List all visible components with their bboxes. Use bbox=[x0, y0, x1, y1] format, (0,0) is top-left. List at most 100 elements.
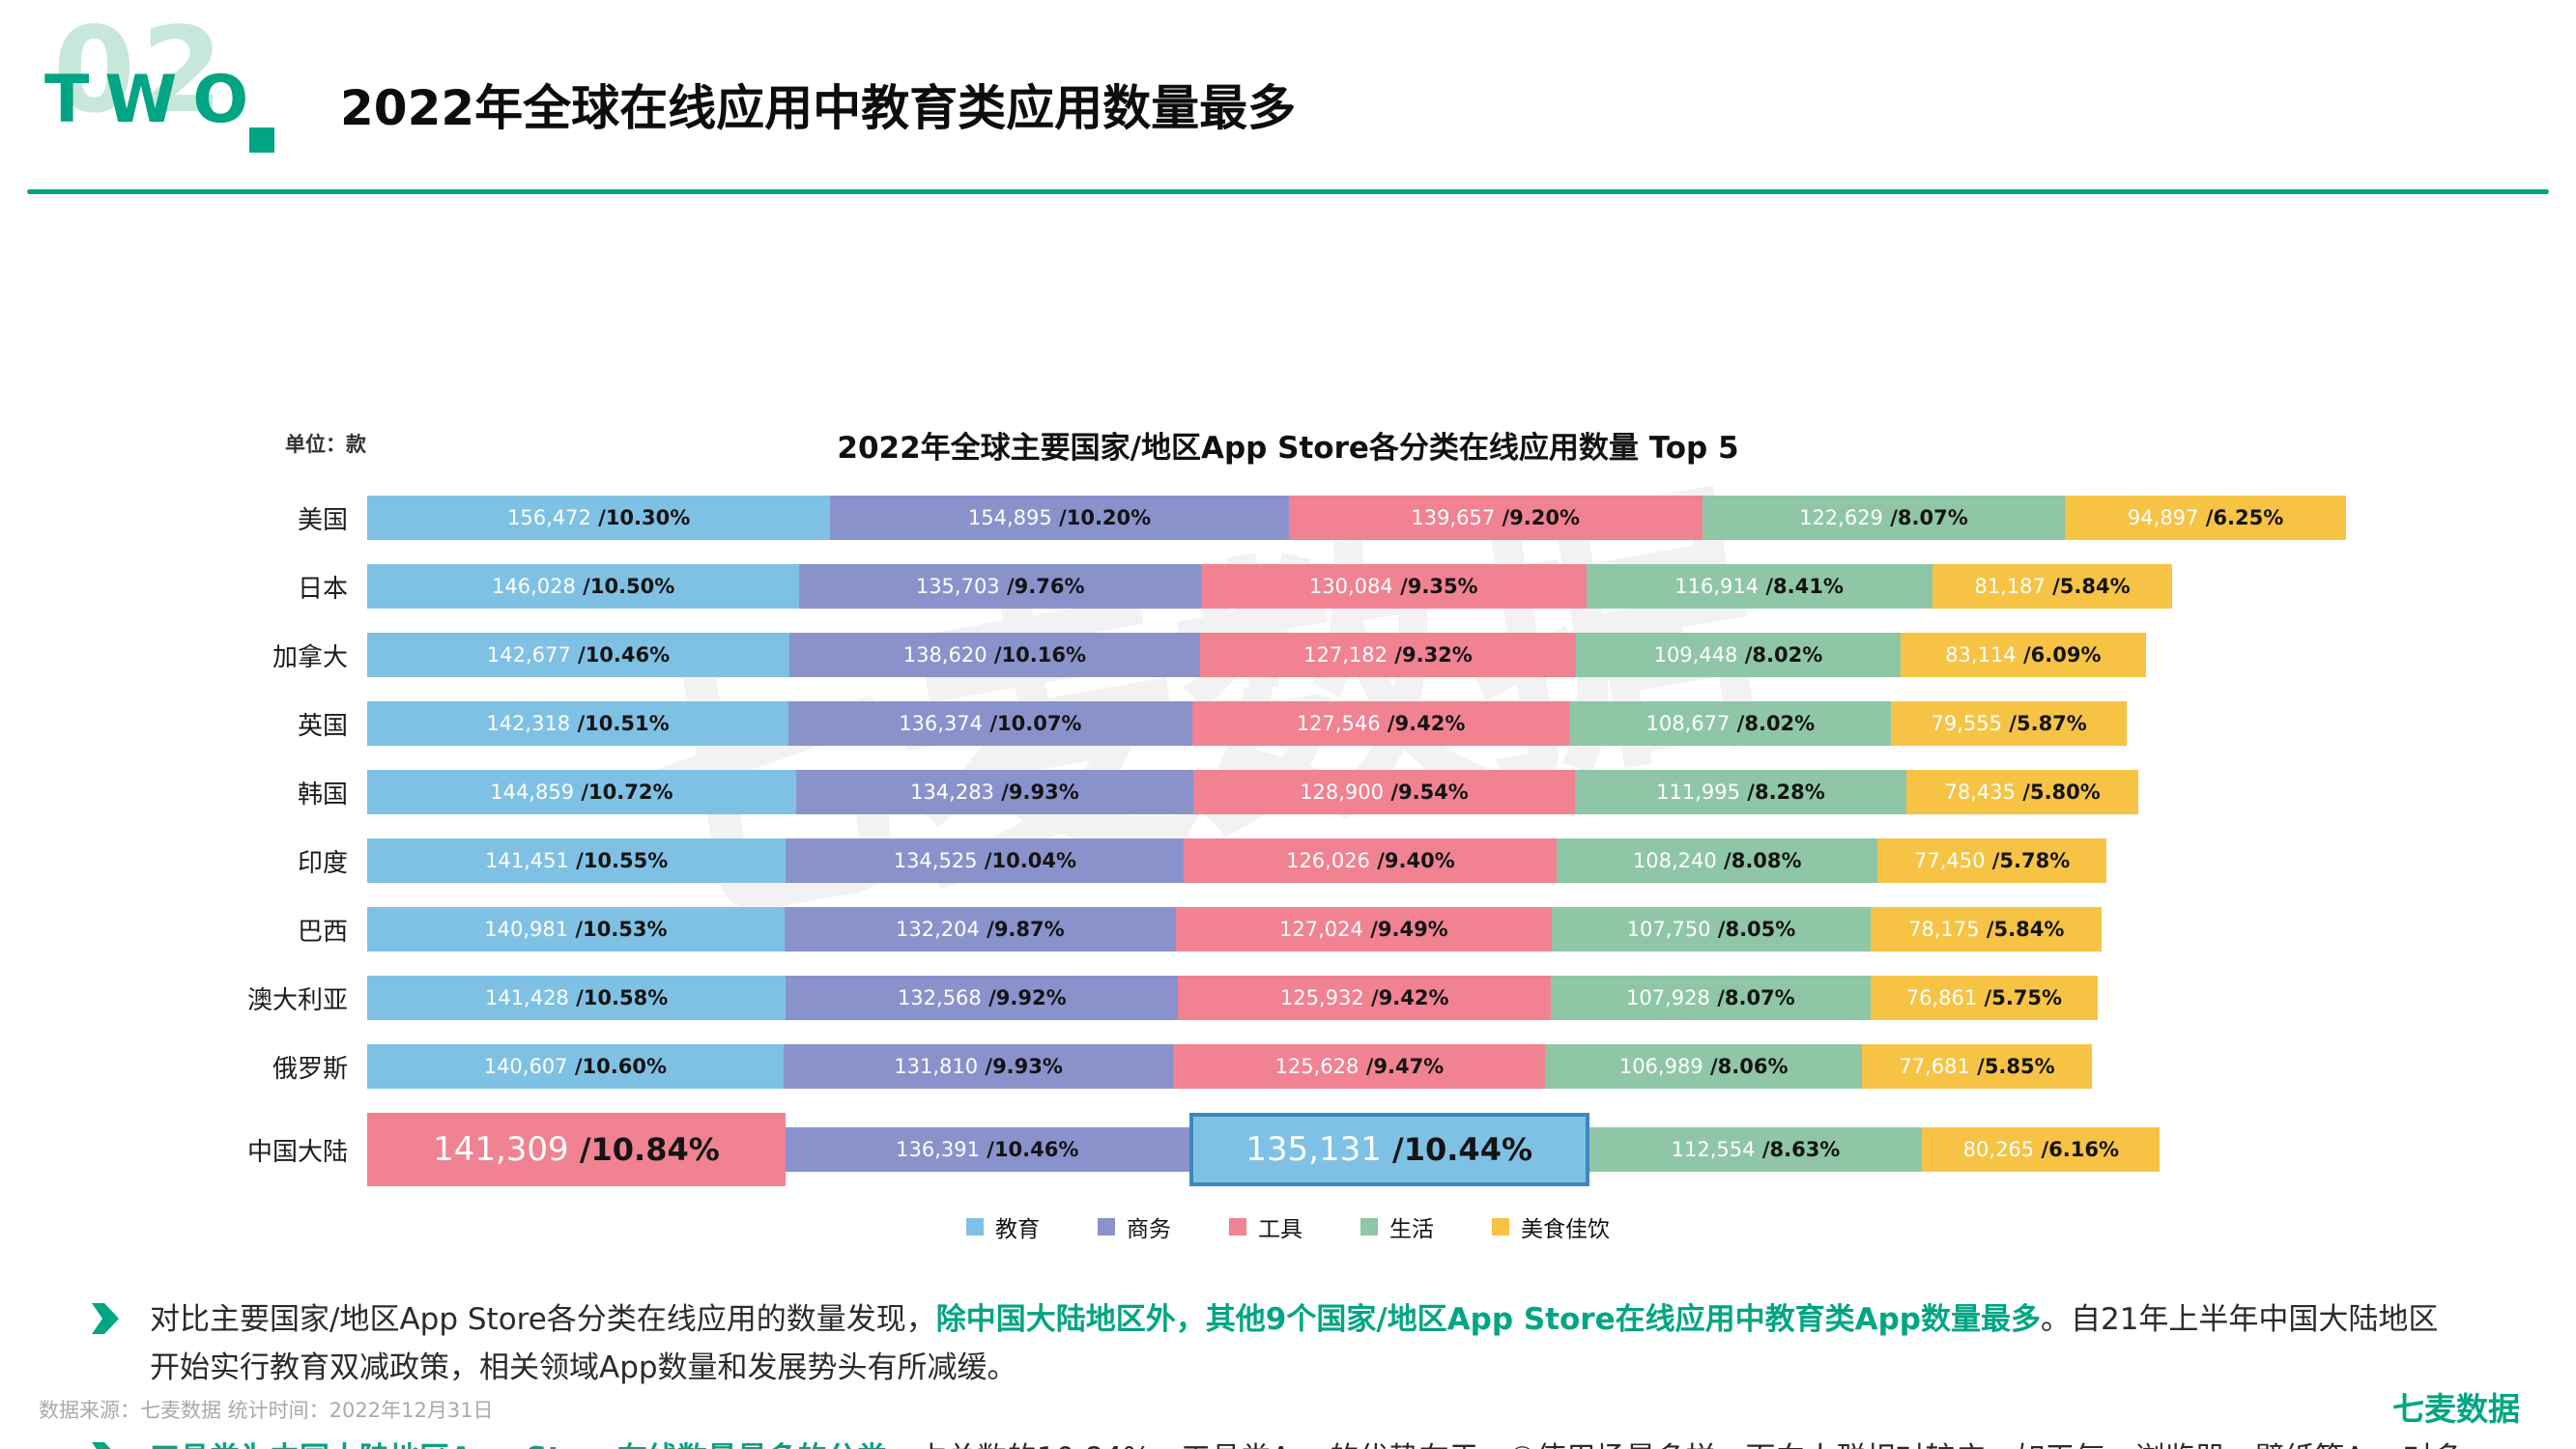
bullet-text: 工具类为中国大陆地区App Store在线数量最多的分类，占总数的10.84%。… bbox=[150, 1435, 2465, 1449]
body-text: 对比主要国家/地区App Store各分类在线应用的数量发现， bbox=[150, 1302, 936, 1337]
segment-percent: /6.16% bbox=[2034, 1138, 2119, 1161]
segment-percent: /10.84% bbox=[568, 1131, 720, 1168]
bar-segment: 128,900 /9.54% bbox=[1193, 770, 1575, 814]
analysis-bullet: 对比主要国家/地区App Store各分类在线应用的数量发现，除中国大陆地区外，… bbox=[92, 1295, 2465, 1392]
bar-segment: 127,024 /9.49% bbox=[1175, 907, 1552, 952]
bar-segment: 140,607 /10.60% bbox=[367, 1044, 784, 1089]
row-label: 加拿大 bbox=[272, 642, 348, 672]
bar-segment: 125,628 /9.47% bbox=[1173, 1044, 1546, 1089]
segment-value: 135,131 bbox=[1245, 1130, 1382, 1169]
brand-logo-text: 七麦数据 bbox=[2392, 1390, 2520, 1428]
bar-segment: 154,895 /10.20% bbox=[830, 496, 1289, 540]
header-divider bbox=[27, 189, 2549, 194]
segment-value: 136,391 bbox=[896, 1138, 980, 1161]
bar-segment: 136,374 /10.07% bbox=[787, 701, 1192, 746]
segment-percent: /5.78% bbox=[1985, 849, 2071, 872]
segment-percent: /9.54% bbox=[1384, 781, 1469, 804]
highlighted-text: 除中国大陆地区外，其他9个国家/地区App Store在线应用中教育类App数量… bbox=[935, 1302, 2041, 1337]
segment-percent: /9.40% bbox=[1369, 849, 1455, 872]
bar-segment: 138,620 /10.16% bbox=[789, 633, 1200, 677]
bar-segment: 116,914 /8.41% bbox=[1586, 564, 1932, 609]
bar-segment: 83,114 /6.09% bbox=[1900, 633, 2147, 677]
segment-percent: /9.92% bbox=[981, 986, 1067, 1009]
legend-item: 美食佳饮 bbox=[1492, 1210, 1610, 1243]
segment-percent: /10.60% bbox=[567, 1055, 667, 1078]
bar-segment: 78,435 /5.80% bbox=[1906, 770, 2139, 814]
segment-percent: /10.72% bbox=[574, 781, 673, 804]
segment-percent: /8.28% bbox=[1739, 781, 1825, 804]
segment-percent: /8.05% bbox=[1710, 918, 1796, 941]
segment-percent: /8.02% bbox=[1737, 643, 1823, 667]
bar-segment: 141,451 /10.55% bbox=[367, 838, 787, 883]
segment-percent: /9.47% bbox=[1359, 1055, 1445, 1078]
segment-percent: /5.80% bbox=[2015, 781, 2101, 804]
bullet-arrow-icon bbox=[92, 1303, 125, 1392]
stacked-bar: 140,981 /10.53% 132,204 /9.87% 127,024 /9.… bbox=[367, 907, 2103, 952]
bar-segment: 141,428 /10.58% bbox=[367, 976, 787, 1020]
segment-value: 134,283 bbox=[910, 781, 994, 804]
stacked-bar: 144,859 /10.72% 134,283 /9.93% 128,900 /9.… bbox=[367, 770, 2139, 814]
bar-segment: 79,555 /5.87% bbox=[1891, 701, 2128, 746]
stacked-bar: 156,472 /10.30% 154,895 /10.20% 139,657 /9… bbox=[367, 496, 2346, 540]
segment-percent: /9.87% bbox=[979, 918, 1065, 941]
segment-value: 108,677 bbox=[1646, 712, 1731, 735]
segment-percent: /8.07% bbox=[1882, 506, 1968, 529]
bar-segment: 107,750 /8.05% bbox=[1551, 907, 1872, 952]
segment-value: 111,995 bbox=[1656, 781, 1740, 804]
bar-segment: 127,546 /9.42% bbox=[1191, 701, 1570, 746]
segment-percent: /5.75% bbox=[1977, 986, 2063, 1009]
segment-percent: /9.49% bbox=[1362, 918, 1448, 941]
page-title: 2022年全球在线应用中教育类应用数量最多 bbox=[340, 80, 1297, 136]
segment-value: 78,175 bbox=[1908, 918, 1980, 941]
segment-value: 140,607 bbox=[483, 1055, 568, 1078]
segment-value: 146,028 bbox=[492, 575, 576, 598]
segment-value: 142,677 bbox=[486, 643, 571, 667]
row-label: 印度 bbox=[297, 848, 348, 878]
chart-title: 2022年全球主要国家/地区App Store各分类在线应用数量 Top 5 bbox=[837, 431, 1739, 466]
chart-row: 美国 156,472 /10.30% 154,895 /10.20% 139,657 … bbox=[0, 496, 2576, 540]
bar-segment: 135,703 /9.76% bbox=[799, 564, 1202, 609]
unit-label: 单位：款 bbox=[285, 433, 366, 456]
segment-value: 125,932 bbox=[1279, 986, 1364, 1009]
chart-row: 韩国 144,859 /10.72% 134,283 /9.93% 128,900 /… bbox=[0, 770, 2576, 814]
segment-percent: /8.08% bbox=[1716, 849, 1802, 872]
segment-value: 156,472 bbox=[507, 506, 591, 529]
chart-row: 印度 141,451 /10.55% 134,525 /10.04% 126,026 … bbox=[0, 838, 2576, 883]
legend-item: 商务 bbox=[1098, 1210, 1171, 1243]
segment-percent: /10.04% bbox=[977, 849, 1076, 872]
segment-percent: /6.09% bbox=[2016, 643, 2102, 667]
segment-value: 127,024 bbox=[1279, 918, 1363, 941]
bar-segment: 80,265 /6.16% bbox=[1922, 1127, 2161, 1172]
bar-segment: 132,204 /9.87% bbox=[784, 907, 1176, 952]
bar-segment: 140,981 /10.53% bbox=[367, 907, 785, 952]
row-label: 巴西 bbox=[297, 917, 348, 947]
legend-swatch bbox=[1360, 1218, 1378, 1236]
bar-segment: 77,450 /5.78% bbox=[1877, 838, 2107, 883]
segment-value: 109,448 bbox=[1653, 643, 1738, 667]
bar-segment: 108,677 /8.02% bbox=[1569, 701, 1892, 746]
segment-percent: /10.07% bbox=[983, 712, 1082, 735]
segment-value: 78,435 bbox=[1944, 781, 2016, 804]
segment-percent: /5.84% bbox=[1979, 918, 2065, 941]
analysis-bullets: 对比主要国家/地区App Store各分类在线应用的数量发现，除中国大陆地区外，… bbox=[92, 1295, 2465, 1449]
segment-value: 77,450 bbox=[1913, 849, 1986, 872]
segment-value: 132,568 bbox=[897, 986, 982, 1009]
legend-item: 生活 bbox=[1360, 1210, 1434, 1243]
bar-segment: 111,995 /8.28% bbox=[1574, 770, 1907, 814]
bar-segment: 122,629 /8.07% bbox=[1702, 496, 2066, 540]
segment-value: 81,187 bbox=[1974, 575, 2046, 598]
segment-value: 77,681 bbox=[1899, 1055, 1970, 1078]
bar-segment: 125,932 /9.42% bbox=[1178, 976, 1552, 1020]
bar-segment: 77,681 /5.85% bbox=[1862, 1044, 2092, 1089]
segment-percent: /10.55% bbox=[568, 849, 669, 872]
chart-row: 巴西 140,981 /10.53% 132,204 /9.87% 127,024 /… bbox=[0, 907, 2576, 952]
legend-label: 生活 bbox=[1389, 1217, 1434, 1242]
row-label: 美国 bbox=[297, 505, 348, 535]
segment-percent: /10.53% bbox=[568, 918, 668, 941]
bar-segment: 132,568 /9.92% bbox=[786, 976, 1179, 1020]
segment-percent: /9.32% bbox=[1388, 643, 1473, 667]
segment-value: 154,895 bbox=[967, 506, 1052, 529]
bar-segment: 94,897 /6.25% bbox=[2065, 496, 2346, 540]
bar-segment: 107,928 /8.07% bbox=[1551, 976, 1871, 1020]
